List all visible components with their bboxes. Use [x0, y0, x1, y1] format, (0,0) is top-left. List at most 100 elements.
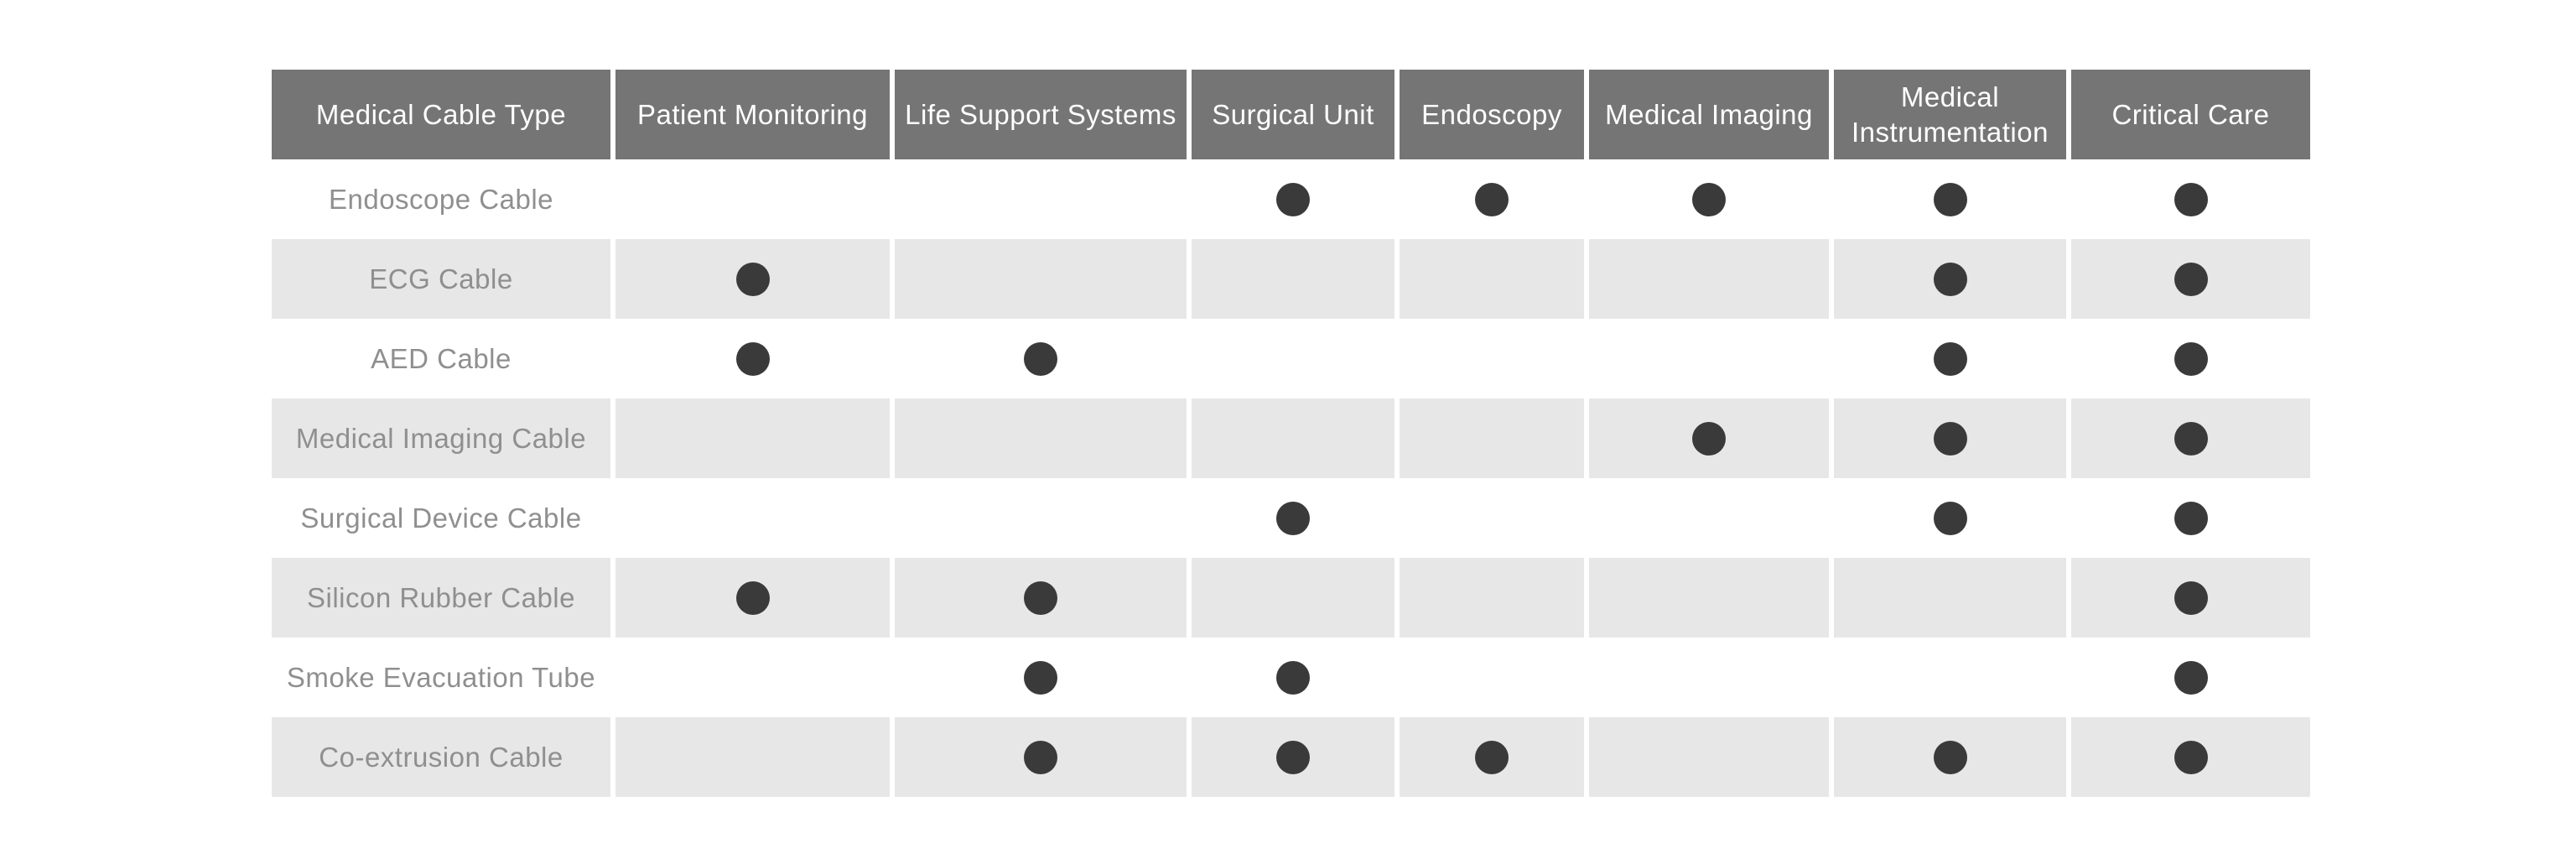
matrix-cell — [895, 478, 1187, 558]
matrix-cell — [2071, 717, 2310, 797]
column-header-medical-instrumentation: Medical Instrumentation — [1834, 70, 2066, 159]
matrix-cell — [895, 558, 1187, 638]
matrix-cell — [1192, 239, 1394, 319]
applicability-dot-icon — [2174, 740, 2208, 774]
matrix-cell — [1589, 159, 1829, 239]
matrix-cell — [1834, 239, 2066, 319]
column-header-endoscopy: Endoscopy — [1400, 70, 1584, 159]
matrix-cell — [1834, 159, 2066, 239]
table-row-endoscope-cable: Endoscope Cable — [272, 159, 2310, 239]
applicability-dot-icon — [1024, 660, 1057, 695]
applicability-dot-icon — [1933, 740, 1967, 774]
row-label: Co-extrusion Cable — [272, 717, 610, 797]
matrix-cell — [1589, 239, 1829, 319]
matrix-header-row: Medical Cable Type Patient Monitoring Life… — [272, 70, 2310, 159]
matrix-cell — [1589, 319, 1829, 398]
matrix-cell — [615, 319, 890, 398]
table-row-surgical-device-cable: Surgical Device Cable — [272, 478, 2310, 558]
applicability-dot-icon — [1475, 182, 1509, 216]
applicability-dot-icon — [1276, 182, 1310, 216]
applicability-dot-icon — [735, 341, 770, 376]
matrix-cell — [895, 638, 1187, 717]
matrix-cell — [1192, 319, 1394, 398]
matrix-cell — [615, 717, 890, 797]
matrix-cell — [895, 159, 1187, 239]
applicability-dot-icon — [1024, 341, 1057, 376]
column-header-patient-monitoring: Patient Monitoring — [615, 70, 890, 159]
applicability-dot-icon — [2174, 580, 2208, 615]
applicability-dot-icon — [2174, 262, 2208, 296]
matrix-cell — [2071, 239, 2310, 319]
matrix-cell — [1400, 398, 1584, 478]
table-row-aed-cable: AED Cable — [272, 319, 2310, 398]
matrix-cell — [615, 239, 890, 319]
applicability-dot-icon — [2174, 421, 2208, 456]
applicability-dot-icon — [2174, 341, 2208, 376]
matrix-cell — [1400, 319, 1584, 398]
column-header-medical-cable-type: Medical Cable Type — [272, 70, 610, 159]
applicability-dot-icon — [1276, 740, 1310, 774]
applicability-dot-icon — [735, 262, 770, 296]
applicability-dot-icon — [1276, 501, 1310, 535]
column-header-life-support-systems: Life Support Systems — [895, 70, 1187, 159]
row-label: AED Cable — [272, 319, 610, 398]
matrix-cell — [615, 558, 890, 638]
matrix-cell — [895, 239, 1187, 319]
matrix-cell — [2071, 638, 2310, 717]
matrix-cell — [1400, 159, 1584, 239]
matrix-cell — [615, 638, 890, 717]
matrix-cell — [1400, 239, 1584, 319]
applicability-dot-icon — [2174, 501, 2208, 535]
matrix-cell — [1589, 717, 1829, 797]
matrix-cell — [1589, 638, 1829, 717]
matrix-cell — [1192, 717, 1394, 797]
column-header-surgical-unit: Surgical Unit — [1192, 70, 1394, 159]
matrix-cell — [895, 717, 1187, 797]
applicability-dot-icon — [1692, 182, 1726, 216]
row-label: Endoscope Cable — [272, 159, 610, 239]
applicability-dot-icon — [1933, 262, 1967, 296]
applicability-dot-icon — [1933, 501, 1967, 535]
matrix-cell — [615, 159, 890, 239]
matrix-cell — [1834, 558, 2066, 638]
table-row-silicon-rubber-cable: Silicon Rubber Cable — [272, 558, 2310, 638]
matrix-cell — [1834, 717, 2066, 797]
applicability-dot-icon — [735, 580, 770, 615]
applicability-dot-icon — [1692, 421, 1726, 456]
applicability-dot-icon — [2174, 660, 2208, 695]
matrix-cell — [615, 398, 890, 478]
applicability-dot-icon — [1276, 660, 1310, 695]
applicability-dot-icon — [1933, 182, 1967, 216]
applicability-dot-icon — [1024, 580, 1057, 615]
matrix-cell — [1400, 717, 1584, 797]
matrix-cell — [1400, 638, 1584, 717]
applicability-dot-icon — [1933, 341, 1967, 376]
matrix-cell — [895, 319, 1187, 398]
row-label: Medical Imaging Cable — [272, 398, 610, 478]
matrix-cell — [2071, 159, 2310, 239]
matrix-cell — [2071, 478, 2310, 558]
matrix-cell — [1834, 319, 2066, 398]
table-row-ecg-cable: ECG Cable — [272, 239, 2310, 319]
matrix-cell — [2071, 558, 2310, 638]
table-row-medical-imaging-cable: Medical Imaging Cable — [272, 398, 2310, 478]
cable-application-matrix: Medical Cable Type Patient Monitoring Life… — [267, 70, 2315, 797]
matrix-cell — [1192, 398, 1394, 478]
matrix-cell — [1192, 558, 1394, 638]
table-row-co-extrusion-cable: Co-extrusion Cable — [272, 717, 2310, 797]
matrix-cell — [1192, 478, 1394, 558]
matrix-cell — [1192, 159, 1394, 239]
matrix-cell — [1834, 398, 2066, 478]
row-label: Silicon Rubber Cable — [272, 558, 610, 638]
row-label: Smoke Evacuation Tube — [272, 638, 610, 717]
matrix-cell — [1834, 638, 2066, 717]
matrix-cell — [1834, 478, 2066, 558]
matrix-cell — [1400, 558, 1584, 638]
matrix-cell — [1589, 558, 1829, 638]
matrix-cell — [1589, 398, 1829, 478]
applicability-dot-icon — [1475, 740, 1509, 774]
matrix-cell — [1589, 478, 1829, 558]
table-row-smoke-evacuation-tube: Smoke Evacuation Tube — [272, 638, 2310, 717]
matrix-cell — [895, 398, 1187, 478]
applicability-dot-icon — [1933, 421, 1967, 456]
